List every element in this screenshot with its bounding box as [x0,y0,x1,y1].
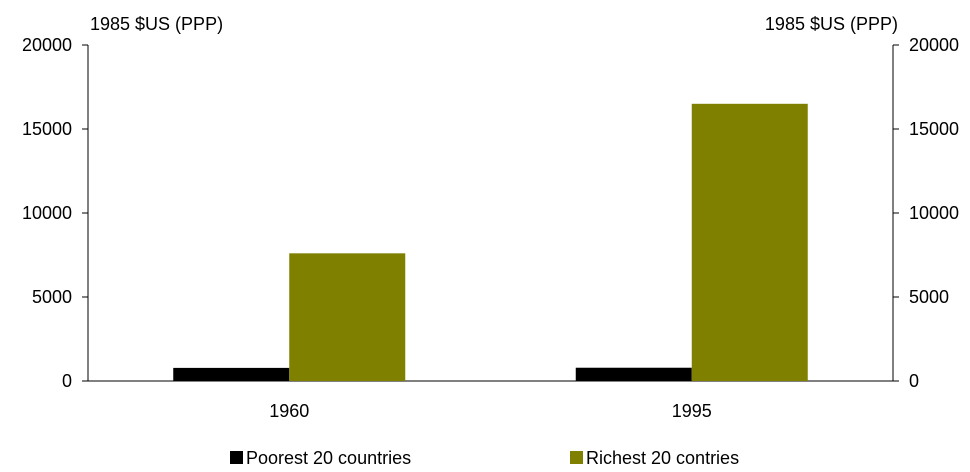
y-tick-label-right: 5000 [909,287,949,307]
plot-area: 0 0 5000 5000 10000 10000 15000 15000 20000 20000… [22,35,959,467]
legend-swatch-richest [570,451,583,464]
bar-poorest-1995 [576,368,692,381]
y-tick-label-left: 15000 [22,119,72,139]
bar-richest-1960 [289,253,405,381]
legend-label-richest: Richest 20 contries [586,448,739,467]
y-tick-label-right: 15000 [909,119,959,139]
x-tick-label: 1995 [672,401,712,421]
y-tick-label-left: 20000 [22,35,72,55]
legend-label-poorest: Poorest 20 countries [246,448,411,467]
y-tick-label-left: 10000 [22,203,72,223]
y-axis-label-left: 1985 $US (PPP) [90,14,223,34]
bar-richest-1995 [692,104,808,381]
y-axis-label-right: 1985 $US (PPP) [765,14,898,34]
legend-swatch-poorest [230,451,243,464]
y-tick-label-right: 0 [909,371,919,391]
bar-poorest-1960 [173,368,289,381]
y-tick-label-right: 10000 [909,203,959,223]
x-tick-label: 1960 [269,401,309,421]
y-tick-label-left: 0 [62,371,72,391]
y-tick-label-left: 5000 [32,287,72,307]
y-tick-label-right: 20000 [909,35,959,55]
